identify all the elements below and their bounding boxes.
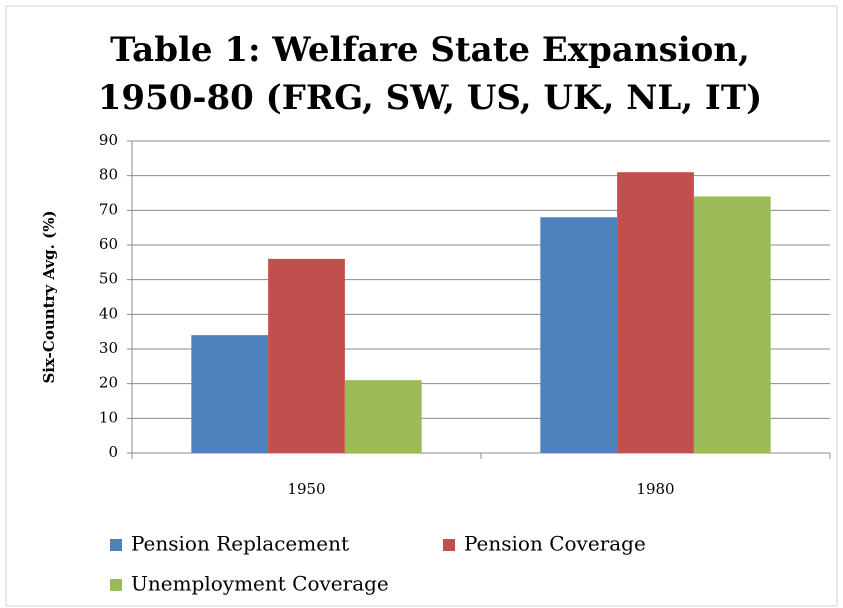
x-tick-label: 1950 <box>287 480 325 498</box>
x-tick-label: 1980 <box>636 480 674 498</box>
y-tick-label: 40 <box>99 304 118 322</box>
y-tick-label: 80 <box>99 166 118 184</box>
legend-label: Pension Coverage <box>464 532 646 556</box>
chart-title: Table 1: Welfare State Expansion, <box>110 30 750 70</box>
chart-title: 1950-80 (FRG, SW, US, UK, NL, IT) <box>98 78 762 118</box>
legend-label: Pension Replacement <box>131 532 349 556</box>
bar <box>693 196 771 453</box>
y-tick-label: 90 <box>99 131 118 149</box>
bar <box>268 258 345 453</box>
legend-swatch <box>443 539 455 551</box>
legend-label: Unemployment Coverage <box>131 572 389 596</box>
bar <box>540 217 618 453</box>
legend-swatch <box>110 579 122 591</box>
bar <box>617 172 694 453</box>
y-axis-label: Six-Country Avg. (%) <box>40 210 58 383</box>
legend-swatch <box>110 539 122 551</box>
y-tick-label: 70 <box>99 200 118 218</box>
bar <box>191 335 269 453</box>
y-tick-label: 0 <box>108 443 118 461</box>
y-tick-label: 50 <box>99 270 118 288</box>
y-tick-label: 30 <box>99 339 118 357</box>
y-tick-label: 60 <box>99 235 118 253</box>
y-tick-label: 10 <box>99 408 118 426</box>
y-tick-label: 20 <box>99 374 118 392</box>
bar <box>344 380 422 453</box>
